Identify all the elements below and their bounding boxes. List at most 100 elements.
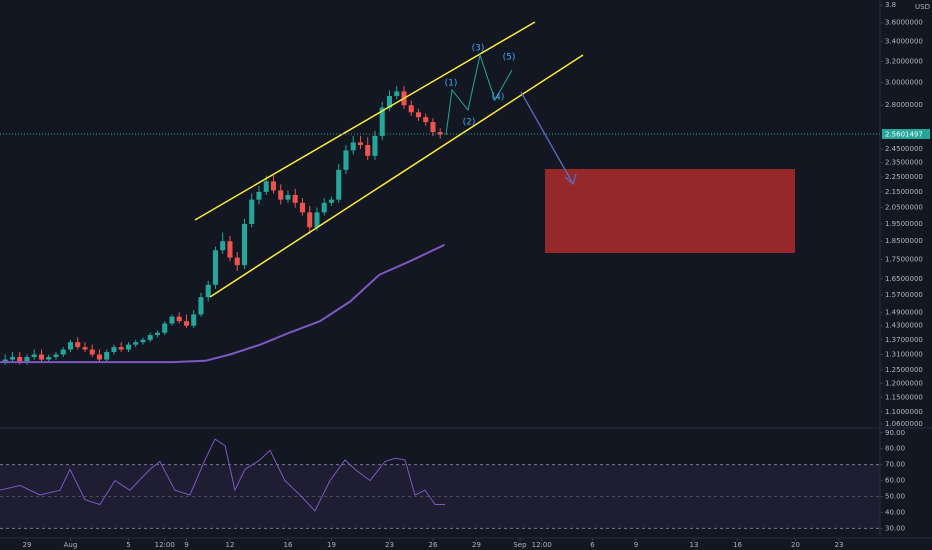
y-tick-label: 2.4500000 bbox=[885, 145, 923, 153]
candle-body bbox=[372, 135, 378, 156]
candle-body bbox=[82, 347, 88, 350]
candle-body bbox=[118, 347, 124, 350]
candle-body bbox=[31, 354, 37, 358]
candle-body bbox=[234, 257, 240, 266]
candle-body bbox=[9, 357, 16, 360]
candle-body bbox=[147, 335, 153, 340]
moving-average bbox=[0, 243, 446, 364]
candle-body bbox=[249, 199, 255, 224]
wave-label: (4) bbox=[492, 93, 505, 103]
candle-body bbox=[386, 95, 393, 108]
rsi-tick-label: 30.00 bbox=[885, 524, 905, 532]
x-tick-label: 12:00 bbox=[155, 541, 175, 549]
y-tick-label: 1.9500000 bbox=[885, 220, 923, 228]
y-tick-label: 1.1500000 bbox=[885, 393, 923, 401]
y-tick-label: 1.7500000 bbox=[885, 255, 923, 263]
candle-body bbox=[191, 314, 197, 326]
candle-body bbox=[89, 349, 95, 355]
candle-body bbox=[154, 332, 161, 336]
wave-label: (5) bbox=[503, 53, 516, 63]
candle-body bbox=[2, 359, 8, 363]
candle-body bbox=[17, 357, 23, 363]
candle-body bbox=[321, 202, 327, 213]
candle-body bbox=[111, 347, 117, 353]
y-tick-label: 1.1000000 bbox=[885, 408, 923, 416]
currency: USD bbox=[915, 3, 930, 11]
y-tick-label: 2.0500000 bbox=[885, 204, 923, 212]
x-tick-label: Aug bbox=[64, 541, 78, 549]
x-tick-label: 12 bbox=[226, 541, 235, 549]
x-tick-label: 12:00 bbox=[532, 541, 552, 549]
candle-body bbox=[169, 316, 175, 324]
x-tick-label: 16 bbox=[284, 541, 293, 549]
rsi-tick-label: 60.00 bbox=[885, 477, 905, 485]
arrow bbox=[520, 91, 573, 183]
rsi-tick-label: 80.00 bbox=[885, 445, 905, 453]
candle-body bbox=[125, 344, 132, 350]
candle-body bbox=[408, 105, 414, 113]
y-tick-label: 2.8000000 bbox=[885, 101, 923, 109]
y-tick-label: 1.5700000 bbox=[885, 291, 923, 299]
candle-body bbox=[60, 349, 66, 355]
x-tick-label: 6 bbox=[590, 541, 595, 549]
candle-body bbox=[24, 357, 30, 363]
candle-body bbox=[241, 223, 248, 266]
candle-body bbox=[96, 354, 103, 360]
candle-body bbox=[212, 250, 219, 285]
x-tick-label: Sep bbox=[513, 541, 527, 549]
candle-body bbox=[415, 112, 422, 118]
candle-body bbox=[328, 199, 335, 203]
candle-body bbox=[67, 342, 74, 350]
y-tick-label: 1.3100000 bbox=[885, 351, 923, 359]
candle-body bbox=[357, 142, 364, 146]
x-tick-label: 13 bbox=[690, 541, 699, 549]
candle-body bbox=[183, 321, 190, 326]
candle-body bbox=[270, 181, 277, 191]
x-tick-label: 19 bbox=[327, 541, 336, 549]
candle-body bbox=[256, 191, 262, 200]
wave-projection bbox=[445, 53, 513, 136]
candle-body bbox=[299, 202, 306, 213]
candle-body bbox=[379, 107, 385, 136]
y-tick-label: 2.2500000 bbox=[885, 173, 923, 181]
candle-body bbox=[46, 357, 52, 360]
candle-body bbox=[104, 352, 110, 360]
candle-body bbox=[176, 316, 182, 322]
candle-body bbox=[227, 241, 233, 258]
y-tick-label: 3.6000000 bbox=[885, 19, 923, 27]
y-tick-label: 1.4300000 bbox=[885, 322, 923, 330]
candle-body bbox=[314, 212, 320, 228]
y-tick-label: 1.2500000 bbox=[885, 366, 923, 374]
candle-body bbox=[365, 145, 371, 156]
candle-body bbox=[423, 117, 429, 123]
candle-body bbox=[38, 354, 45, 360]
candle-body bbox=[205, 284, 211, 298]
candle-body bbox=[198, 297, 204, 315]
y-tick-label: 1.0600000 bbox=[885, 420, 923, 428]
candle-body bbox=[394, 91, 400, 96]
y-tick-label: 1.2000000 bbox=[885, 379, 923, 387]
candle-body bbox=[278, 190, 284, 200]
y-tick-label: 1.4900000 bbox=[885, 308, 923, 316]
candle-body bbox=[285, 194, 291, 200]
y-tick-label: 3.8 bbox=[885, 1, 896, 9]
x-tick-label: 29 bbox=[23, 541, 32, 549]
candle-body bbox=[292, 194, 298, 203]
candle-body bbox=[307, 212, 313, 228]
y-tick-label: 2.1500000 bbox=[885, 188, 923, 196]
x-tick-label: 29 bbox=[472, 541, 481, 549]
price-tag bbox=[882, 129, 930, 139]
candle-body bbox=[343, 150, 349, 170]
rsi-pane bbox=[0, 464, 880, 529]
wave-label: (2) bbox=[463, 118, 476, 128]
y-tick-label: 3.4000000 bbox=[885, 38, 923, 46]
candle-body bbox=[350, 142, 356, 151]
y-tick-label: 3.2000000 bbox=[885, 57, 923, 65]
rsi-tick-label: 90.00 bbox=[885, 429, 905, 437]
channel-lower bbox=[209, 54, 584, 298]
wave-label: (1) bbox=[445, 79, 458, 89]
candle-body bbox=[162, 323, 168, 333]
